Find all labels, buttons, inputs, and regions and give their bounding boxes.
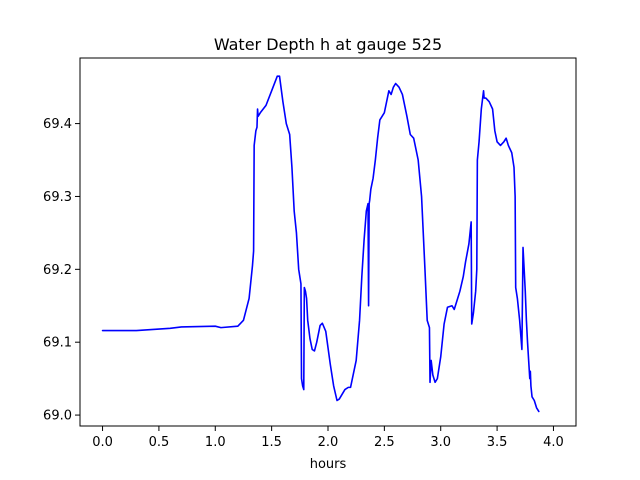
chart-title: Water Depth h at gauge 525 bbox=[214, 35, 442, 54]
x-tick-label: 3.5 bbox=[487, 435, 508, 450]
x-tick-label: 0.0 bbox=[92, 435, 113, 450]
x-axis: 0.0 0.5 1.0 1.5 2.0 2.5 3.0 3.5 4.0 bbox=[92, 426, 564, 450]
x-tick-label: 1.0 bbox=[205, 435, 226, 450]
y-tick-label: 69.2 bbox=[43, 263, 72, 278]
y-tick-label: 69.0 bbox=[43, 409, 72, 424]
x-tick-label: 0.5 bbox=[149, 435, 170, 450]
series-line-0 bbox=[101, 75, 540, 413]
y-tick-label: 69.3 bbox=[43, 190, 72, 205]
x-tick-label: 1.5 bbox=[261, 435, 282, 450]
y-tick-label: 69.4 bbox=[43, 117, 72, 132]
x-tick-label: 4.0 bbox=[543, 435, 564, 450]
y-axis: 69.0 69.1 69.2 69.3 69.4 bbox=[43, 117, 80, 424]
x-tick-label: 2.0 bbox=[318, 435, 339, 450]
y-tick-label: 69.1 bbox=[43, 336, 72, 351]
x-axis-label: hours bbox=[310, 457, 347, 472]
x-tick-label: 3.0 bbox=[430, 435, 451, 450]
x-tick-label: 2.5 bbox=[374, 435, 395, 450]
series-layer bbox=[101, 75, 540, 413]
